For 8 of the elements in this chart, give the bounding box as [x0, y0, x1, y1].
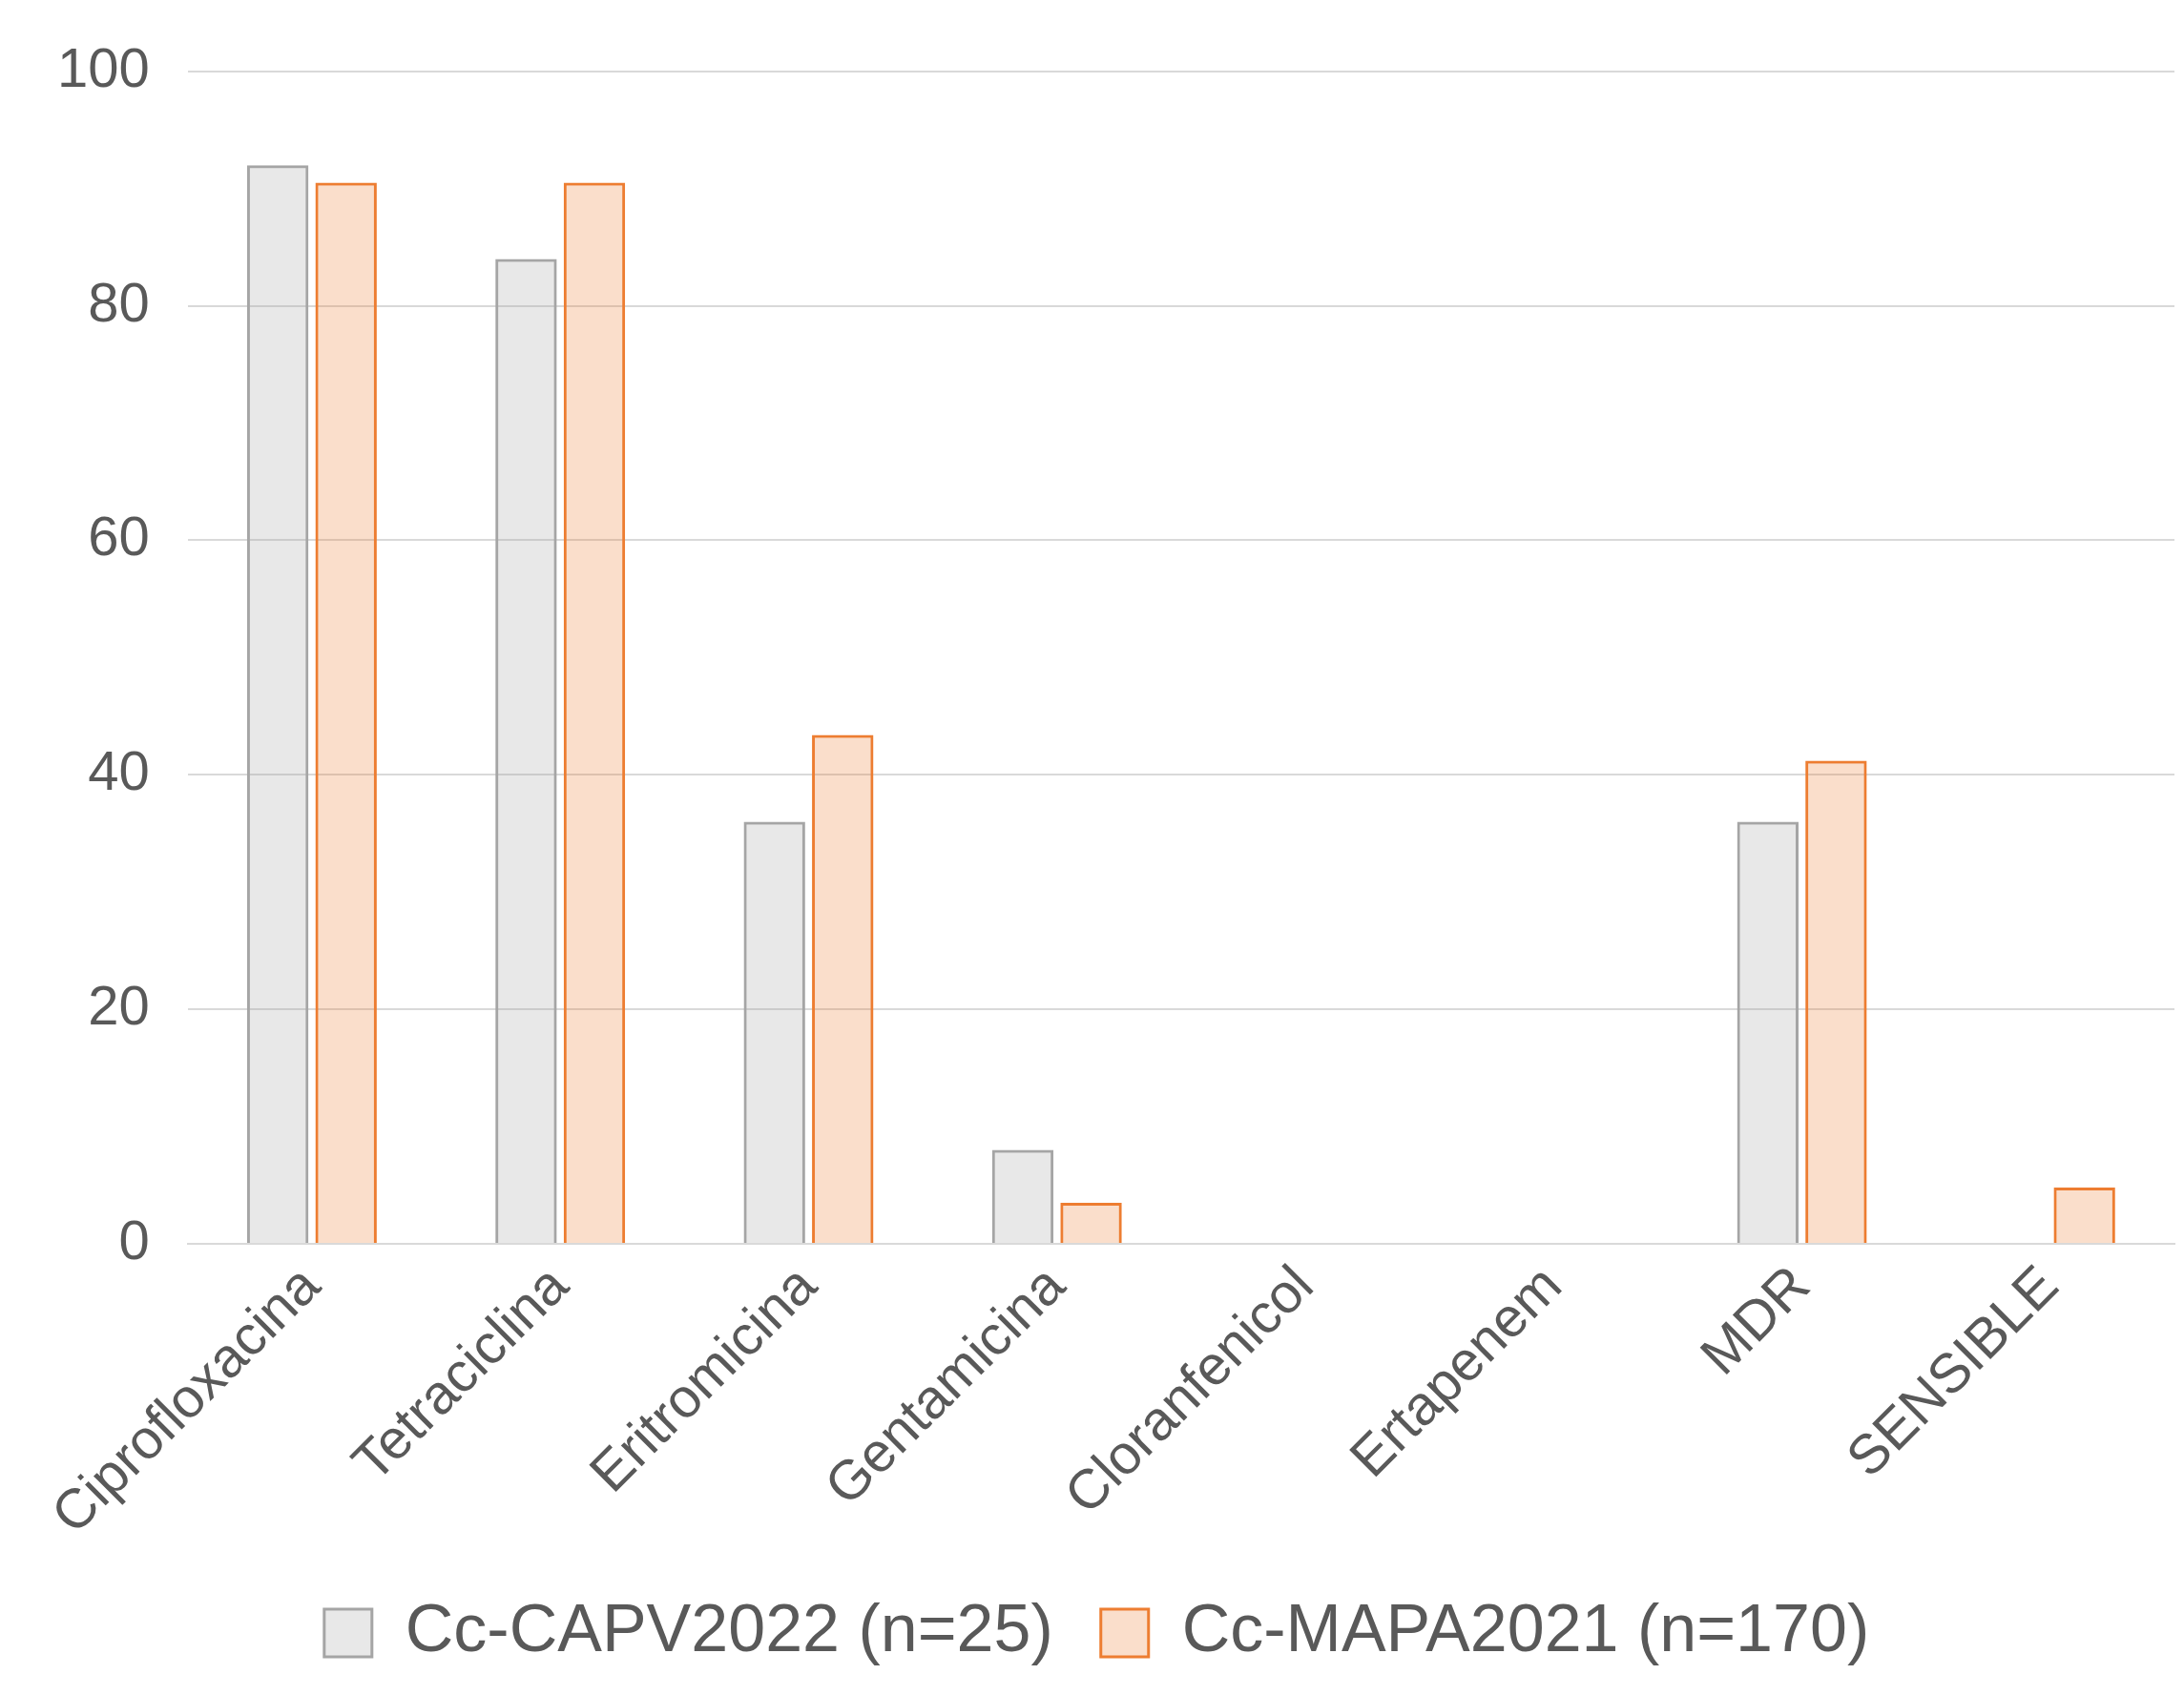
y-tick-label: 80	[88, 270, 150, 333]
y-tick-label: 0	[118, 1208, 150, 1271]
legend-label: Cc-CAPV2022 (n=25)	[405, 1591, 1053, 1666]
legend-label: Cc-MAPA2021 (n=170)	[1181, 1591, 1870, 1666]
y-tick-label: 40	[88, 739, 150, 802]
y-tick-label: 20	[88, 974, 150, 1037]
y-tick-label: 60	[88, 505, 150, 568]
y-tick-label: 100	[56, 35, 150, 98]
